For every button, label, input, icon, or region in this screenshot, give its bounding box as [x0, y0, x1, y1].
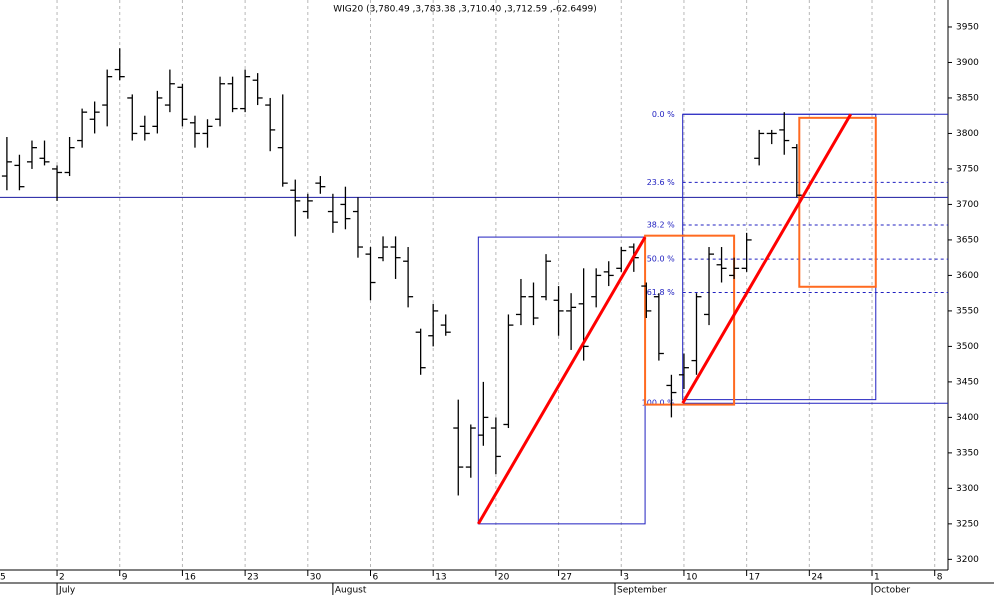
- x-tick-label: 6: [372, 573, 378, 583]
- x-tick-label: 27: [561, 573, 572, 583]
- trend-line: [477, 236, 647, 525]
- x-tick-label: 3: [623, 573, 629, 583]
- y-tick-label: 3500: [956, 342, 979, 352]
- y-tick-label: 3800: [956, 129, 979, 139]
- y-tick-label: 3450: [956, 377, 979, 387]
- fib-label: 50.0 %: [647, 255, 675, 264]
- fib-label: 100.0 %: [642, 399, 675, 408]
- y-tick-label: 3850: [956, 93, 979, 103]
- y-tick-label: 3600: [956, 271, 979, 281]
- month-label: September: [617, 586, 667, 596]
- chart-title: WIG20 (3,780.49 ,3,783.38 ,3,710.40 ,3,7…: [333, 5, 597, 15]
- x-tick-label: 10: [686, 573, 698, 583]
- x-tick-label: 17: [749, 573, 760, 583]
- x-tick-label: 20: [498, 573, 510, 583]
- x-tick-label: 24: [811, 573, 823, 583]
- x-tick-label: 2: [59, 573, 65, 583]
- y-tick-label: 3950: [956, 22, 979, 32]
- y-tick-label: 3350: [956, 448, 979, 458]
- month-label: August: [335, 586, 367, 596]
- fib-label: 38.2 %: [647, 221, 675, 230]
- y-tick-label: 3900: [956, 58, 979, 68]
- fib-label: 61.8 %: [647, 288, 675, 297]
- y-tick-label: 3700: [956, 200, 979, 210]
- month-label: October: [874, 586, 910, 596]
- x-tick-label: 30: [310, 573, 322, 583]
- fib-label: 0.0 %: [652, 110, 675, 119]
- x-tick-label: 23: [247, 573, 258, 583]
- x-tick-label: 5: [0, 573, 6, 583]
- annotation-box: [644, 234, 736, 406]
- x-tick-label: 8: [937, 573, 943, 583]
- y-tick-label: 3200: [956, 555, 979, 565]
- x-tick-label: 1: [874, 573, 880, 583]
- x-tick-label: 16: [184, 573, 196, 583]
- y-tick-label: 3750: [956, 164, 979, 174]
- y-tick-label: 3300: [956, 484, 979, 494]
- y-tick-label: 3650: [956, 235, 979, 245]
- x-tick-label: 13: [435, 573, 446, 583]
- trend-line: [681, 113, 853, 404]
- y-tick-label: 3250: [956, 519, 979, 529]
- y-tick-label: 3400: [956, 413, 979, 423]
- x-tick-label: 9: [122, 573, 128, 583]
- y-tick-label: 3550: [956, 306, 979, 316]
- month-label: July: [58, 586, 76, 596]
- fib-label: 23.6 %: [647, 178, 675, 187]
